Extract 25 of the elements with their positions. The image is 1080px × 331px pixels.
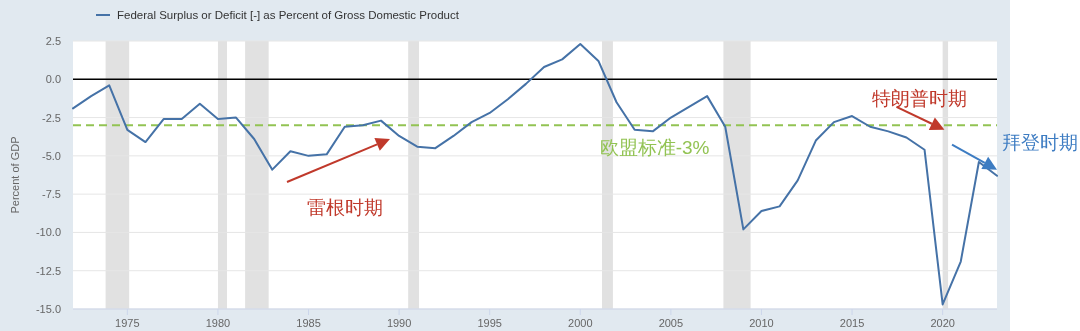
y-tick-label: -2.5 [42, 111, 61, 124]
y-tick-label: -10.0 [35, 226, 61, 239]
x-tick-label: 2015 [839, 317, 865, 329]
x-tick-label: 2020 [930, 317, 955, 329]
annotation: 拜登时期 [1002, 131, 1078, 153]
annotation: 雷根时期 [307, 197, 383, 218]
y-tick-label: 2.5 [45, 35, 61, 47]
x-tick-label: 1985 [296, 317, 321, 329]
x-tick-label: 1980 [205, 317, 231, 329]
x-tick-label: 2010 [749, 317, 774, 329]
x-tick-label: 1995 [477, 317, 502, 329]
x-tick-label: 1990 [386, 317, 412, 329]
y-axis-title: Percent of GDP [9, 136, 21, 214]
x-tick-label: 2000 [568, 317, 593, 329]
x-tick-label: 1975 [115, 317, 140, 329]
ref-line-label: 欧盟标准-3% [599, 137, 710, 159]
x-tick-label: 2005 [658, 317, 684, 329]
y-tick-label: -7.5 [42, 188, 61, 201]
y-tick-label: 0.0 [45, 73, 61, 86]
annotation: 特朗普时期 [871, 87, 967, 109]
y-tick-label: -15.0 [35, 303, 61, 315]
line-series [72, 43, 998, 306]
y-tick-label: -5.0 [42, 149, 61, 162]
y-tick-label: -12.5 [35, 264, 61, 277]
legend-label: Federal Surplus or Deficit [-] as Percent of Gross Domestic Product [117, 9, 460, 21]
